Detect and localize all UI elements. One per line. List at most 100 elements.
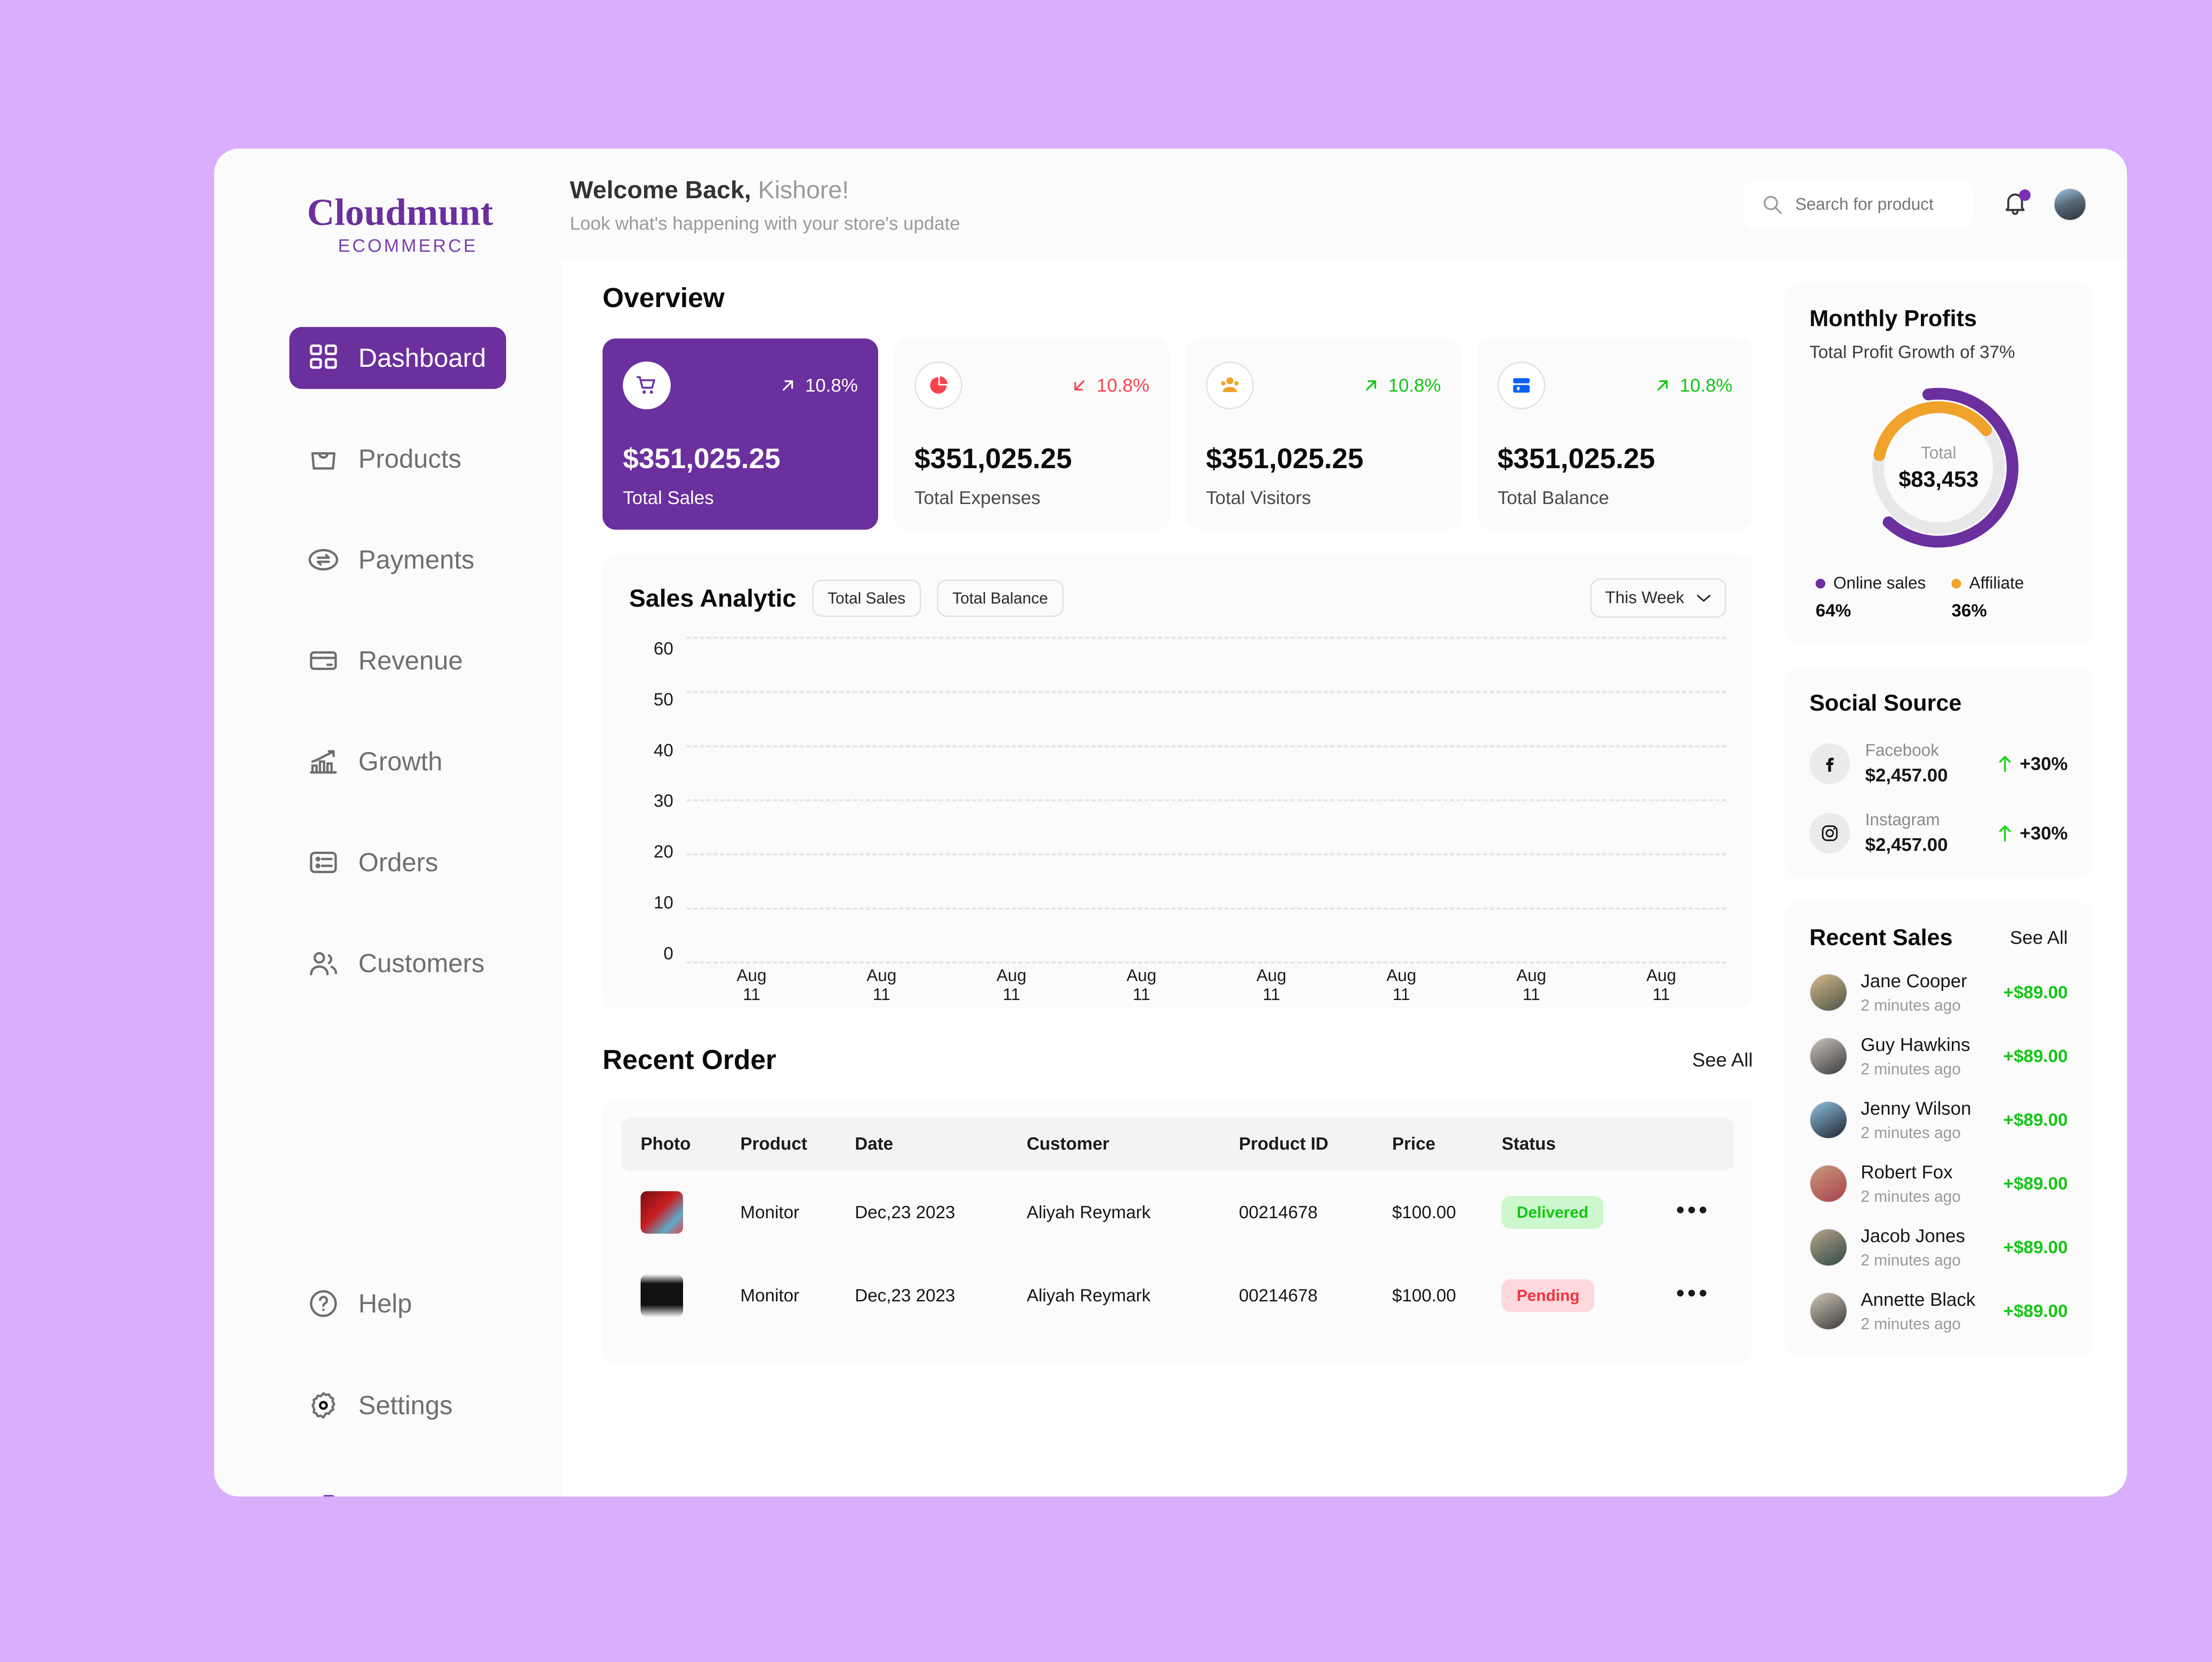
sidebar-item-help[interactable]: Help <box>214 1273 562 1335</box>
exchange-icon <box>307 543 340 576</box>
arrow-up-icon <box>1999 755 2011 772</box>
sidebar-item-revenue[interactable]: Revenue <box>214 630 562 692</box>
chart-gridline <box>687 799 1726 801</box>
chart-x-axis: Aug 11 Aug 11 Aug 11 Aug 11 Aug 11 Aug 11 Aug … <box>687 966 1726 1004</box>
recent-sales-see-all[interactable]: See All <box>2010 927 2068 948</box>
list-item[interactable]: Robert Fox 2 minutes ago +$89.00 <box>1809 1162 2068 1206</box>
sidebar-item-orders[interactable]: Orders <box>214 831 562 893</box>
avatar[interactable] <box>2054 188 2086 221</box>
chart-x-tick: Aug 11 <box>1516 966 1547 1004</box>
monthly-profits-subtitle: Total Profit Growth of 37% <box>1809 342 2015 362</box>
sale-customer-name: Jenny Wilson <box>1861 1098 1971 1119</box>
list-item[interactable]: Jenny Wilson 2 minutes ago +$89.00 <box>1809 1098 2068 1142</box>
sales-analytic-title: Sales Analytic <box>629 584 796 612</box>
stat-card-total-expenses[interactable]: 10.8% $351,025.25 Total Expenses <box>894 339 1170 530</box>
welcome-subtitle: Look what's happening with your store's … <box>570 212 960 234</box>
sidebar-item-products[interactable]: Products <box>214 428 562 490</box>
donut-center: Total $83,453 <box>1855 384 2023 552</box>
order-customer: Aliyah Reymark <box>1026 1285 1151 1305</box>
sidebar-item-label: Help <box>358 1289 412 1318</box>
status-badge: Delivered <box>1502 1196 1604 1229</box>
sale-customer-name: Robert Fox <box>1861 1162 1953 1182</box>
chart-y-tick: 20 <box>653 842 674 862</box>
status-badge: Pending <box>1502 1279 1595 1312</box>
more-options-icon[interactable]: ••• <box>1676 1278 1710 1307</box>
list-icon <box>307 846 340 879</box>
stat-label: Total Visitors <box>1206 487 1311 508</box>
legend-label: Affiliate <box>1969 574 2024 592</box>
social-delta-value: +30% <box>2020 822 2068 843</box>
tab-total-sales[interactable]: Total Sales <box>812 579 921 617</box>
chart-growth-icon <box>307 745 340 778</box>
logout-icon <box>307 1491 340 1497</box>
recent-sales-card: Recent Sales See All Jane Cooper 2 minute… <box>1785 901 2093 1356</box>
arrow-up-right-icon <box>783 380 793 391</box>
more-options-icon[interactable]: ••• <box>1676 1195 1710 1223</box>
sale-text: Jane Cooper 2 minutes ago <box>1861 970 2003 1015</box>
facebook-icon <box>1809 743 1850 784</box>
orders-table-body: Monitor Dec,23 2023 Aliyah Reymark 00214678… <box>621 1171 1734 1337</box>
stat-card-total-visitors[interactable]: 10.8% $351,025.25 Total Visitors <box>1186 339 1461 530</box>
instagram-icon <box>1809 812 1850 854</box>
page-title: Overview <box>603 283 725 313</box>
sidebar-item-growth[interactable]: Growth <box>214 731 562 793</box>
social-name: Instagram <box>1865 811 1940 829</box>
stat-card-total-balance[interactable]: 10.8% $351,025.25 Total Balance <box>1477 339 1753 530</box>
search-input[interactable] <box>1795 195 1955 214</box>
sidebar-item-payments[interactable]: Payments <box>214 529 562 591</box>
orders-column-header: Product <box>740 1117 855 1171</box>
sidebar-bottom-nav: Help Settings Logout <box>214 1273 562 1497</box>
chart-y-tick: 0 <box>663 943 673 963</box>
pie-chart-icon <box>914 362 962 409</box>
legend-percent: 36% <box>1951 601 1987 620</box>
table-row[interactable]: Monitor Dec,23 2023 Aliyah Reymark 00214678… <box>621 1254 1734 1337</box>
social-delta: +30% <box>1997 823 2068 844</box>
sidebar-item-label: Orders <box>358 848 438 877</box>
avatar <box>1809 1101 1847 1139</box>
wallet-icon <box>1498 362 1545 409</box>
period-select-value: This Week <box>1605 589 1684 607</box>
orders-column-header: Product ID <box>1239 1117 1392 1171</box>
donut-total-value: $83,453 <box>1898 466 1979 492</box>
list-item[interactable]: Annette Black 2 minutes ago +$89.00 <box>1809 1289 2068 1333</box>
sale-customer-name: Annette Black <box>1861 1289 1976 1310</box>
sale-customer-name: Guy Hawkins <box>1861 1034 1970 1055</box>
chart-x-tick: Aug 11 <box>866 966 897 1004</box>
notifications-button[interactable] <box>2001 189 2031 219</box>
brand-logo[interactable]: Cloudmunt ECOMMERCE <box>214 149 562 256</box>
sale-text: Annette Black 2 minutes ago <box>1861 1289 2003 1333</box>
order-menu-cell: ••• <box>1676 1171 1734 1254</box>
chart-gridline <box>687 637 1726 639</box>
sidebar-item-dashboard[interactable]: Dashboard <box>289 327 506 389</box>
social-row-instagram[interactable]: Instagram $2,457.00 +30% <box>1809 811 2068 855</box>
legend-label: Online sales <box>1833 574 1926 592</box>
stat-delta: 10.8% <box>1361 375 1441 396</box>
stat-delta-value: 10.8% <box>1388 375 1441 396</box>
sidebar-item-customers[interactable]: Customers <box>214 932 562 994</box>
stat-delta-value: 10.8% <box>805 375 858 396</box>
profits-donut-wrap: Total $83,453 <box>1809 384 2068 552</box>
period-select[interactable]: This Week <box>1590 578 1726 618</box>
sale-text: Jacob Jones 2 minutes ago <box>1861 1225 2003 1270</box>
list-item[interactable]: Jane Cooper 2 minutes ago +$89.00 <box>1809 970 2068 1015</box>
stat-card-total-sales[interactable]: 10.8% $351,025.25 Total Sales <box>603 339 878 530</box>
order-photo-cell <box>621 1254 740 1337</box>
chart-x-tick: Aug 11 <box>1126 966 1156 1004</box>
chart-x-tick: Aug 11 <box>1646 966 1676 1004</box>
list-item[interactable]: Jacob Jones 2 minutes ago +$89.00 <box>1809 1225 2068 1270</box>
sale-amount: +$89.00 <box>2003 1173 2068 1193</box>
stat-value: $351,025.25 <box>1206 442 1363 474</box>
stat-delta-value: 10.8% <box>1096 375 1149 396</box>
search-bar[interactable] <box>1743 179 1973 230</box>
tab-total-balance[interactable]: Total Balance <box>937 579 1064 617</box>
recent-order-see-all[interactable]: See All <box>1692 1049 1753 1071</box>
social-row-facebook[interactable]: Facebook $2,457.00 +30% <box>1809 741 2068 786</box>
sidebar-item-settings[interactable]: Settings <box>214 1374 562 1436</box>
order-status-cell: Pending <box>1502 1254 1676 1337</box>
sidebar-item-logout[interactable]: Logout <box>214 1476 562 1497</box>
orders-column-header: Status <box>1502 1117 1676 1171</box>
chevron-down-icon <box>1697 594 1711 602</box>
list-item[interactable]: Guy Hawkins 2 minutes ago +$89.00 <box>1809 1034 2068 1078</box>
sidebar-item-label: Customers <box>358 949 485 978</box>
table-row[interactable]: Monitor Dec,23 2023 Aliyah Reymark 00214678… <box>621 1171 1734 1254</box>
